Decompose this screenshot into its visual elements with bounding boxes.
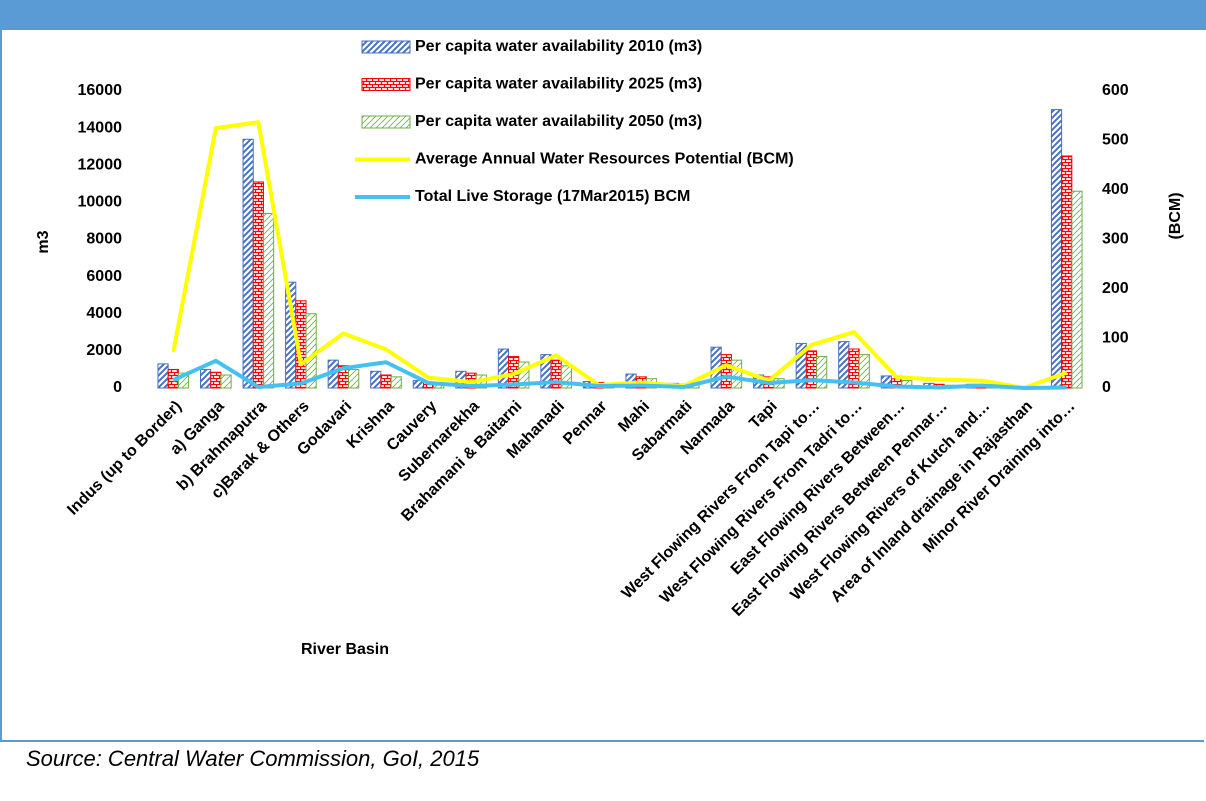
- legend-swatch: [361, 40, 411, 54]
- legend-label: Total Live Storage (17Mar2015) BCM: [415, 188, 690, 205]
- bar: [252, 181, 264, 389]
- legend-label: Per capita water availability 2010 (m3): [415, 38, 702, 55]
- bar: [210, 371, 222, 389]
- bar: [220, 374, 232, 389]
- y-tick-label: 4000: [86, 305, 122, 322]
- y2-tick-label: 100: [1102, 330, 1129, 347]
- x-tick-label: Area of Inland drainage in Rajasthan: [828, 398, 1036, 606]
- x-tick-label: West Flowing Rivers From Tapi to…: [619, 398, 824, 603]
- legend-swatch: [361, 78, 411, 91]
- bar: [1050, 109, 1063, 389]
- bar: [720, 354, 732, 389]
- x-tick-label: Indus (up to Border): [64, 398, 185, 519]
- bar: [370, 370, 382, 389]
- y2-tick-label: 500: [1102, 132, 1129, 149]
- y2-tick-label: 300: [1102, 231, 1129, 248]
- y-axis-title: m3: [35, 230, 52, 253]
- legend-label: Average Annual Water Resources Potential…: [415, 151, 794, 168]
- y2-axis-title: (BCM): [1167, 192, 1184, 239]
- bar: [262, 213, 275, 389]
- y-tick-label: 16000: [78, 82, 123, 99]
- y2-tick-label: 0: [1102, 379, 1111, 396]
- bar: [1061, 155, 1073, 389]
- x-axis-title: River Basin: [301, 641, 389, 658]
- y2-tick-label: 600: [1102, 82, 1129, 99]
- bar: [348, 368, 360, 389]
- bar: [816, 355, 828, 389]
- x-tick-label: Tapi: [746, 398, 780, 432]
- bar: [177, 372, 190, 389]
- figure-frame: [0, 30, 1204, 742]
- bar: [518, 361, 530, 389]
- bar: [497, 348, 510, 389]
- y-tick-label: 0: [113, 379, 122, 396]
- bar: [805, 350, 818, 389]
- x-tick-label: Pennar: [560, 398, 610, 448]
- y-tick-label: 6000: [86, 268, 122, 285]
- legend-label: Per capita water availability 2050 (m3): [415, 113, 702, 130]
- bar: [730, 359, 743, 389]
- chart: River Basin m3 (BCM) 0200040006000800010…: [35, 38, 1184, 658]
- y-tick-label: 12000: [78, 156, 123, 173]
- bar: [380, 374, 392, 389]
- bar: [560, 365, 572, 389]
- line: [172, 358, 1067, 390]
- y-tick-label: 10000: [78, 194, 123, 211]
- y-tick-label: 8000: [86, 231, 122, 248]
- bar: [858, 354, 870, 389]
- y-tick-label: 2000: [86, 342, 122, 359]
- bar: [1071, 190, 1083, 389]
- y2-tick-label: 200: [1102, 280, 1129, 297]
- legend-swatch: [361, 115, 411, 129]
- bar: [157, 363, 169, 389]
- source-note: Source: Central Water Commission, GoI, 2…: [26, 746, 480, 771]
- legend-label: Per capita water availability 2025 (m3): [415, 76, 702, 93]
- y-tick-label: 14000: [78, 119, 123, 136]
- y2-tick-label: 400: [1102, 181, 1129, 198]
- x-tick-label: Mahi: [615, 398, 653, 436]
- bar: [390, 376, 402, 389]
- bar: [200, 368, 212, 389]
- bar: [242, 138, 254, 389]
- header-band: [0, 0, 1206, 30]
